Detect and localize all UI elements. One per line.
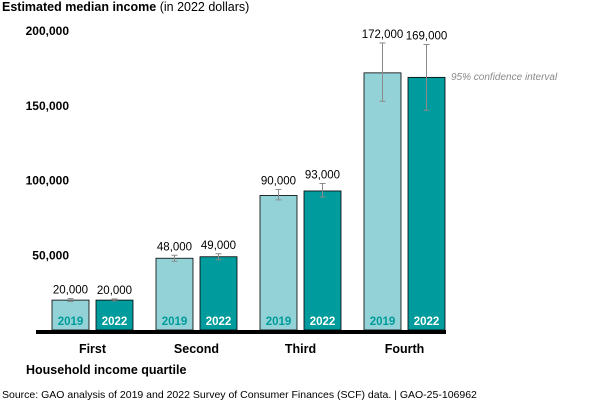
series-year-label: 2022 <box>310 316 336 328</box>
x-axis-label: Household income quartile <box>26 363 187 377</box>
error-bar <box>275 188 282 201</box>
y-tick-label: 100,000 <box>26 174 70 188</box>
x-axis-line <box>36 330 446 334</box>
bar-2019-fourth <box>363 72 402 331</box>
category-label: First <box>79 342 107 356</box>
series-year-label: 2019 <box>370 316 396 328</box>
value-label: 90,000 <box>261 175 296 187</box>
value-label: 20,000 <box>97 285 132 297</box>
value-label: 20,000 <box>53 285 88 297</box>
bar-2022-second <box>199 256 238 331</box>
value-label: 172,000 <box>362 29 404 41</box>
series-year-label: 2019 <box>266 316 292 328</box>
series-year-label: 2022 <box>414 316 440 328</box>
bar-2019-first <box>51 299 90 331</box>
chart-subtitle: (in 2022 dollars) <box>159 0 250 14</box>
bar-2019-second <box>155 257 194 331</box>
error-bar <box>379 42 386 102</box>
category-label: Third <box>285 342 316 356</box>
category-label: Fourth <box>385 342 425 356</box>
error-bars <box>67 42 430 303</box>
value-label: 93,000 <box>305 169 340 181</box>
chart-title-main: Estimated median income <box>2 0 157 14</box>
y-tick-label: 50,000 <box>32 248 69 262</box>
bar-2022-third <box>303 190 342 331</box>
value-label: 169,000 <box>406 30 448 42</box>
series-year-label: 2019 <box>58 316 84 328</box>
error-bar <box>67 298 74 303</box>
category-label: Second <box>174 342 219 356</box>
bar-2022-first <box>95 299 134 331</box>
confidence-interval-note: 95% confidence interval <box>451 72 558 83</box>
error-bar <box>423 43 430 111</box>
value-labels: 20,000 2019 48,000 2019 90,000 2019 172,000 201… <box>53 29 447 328</box>
series-year-label: 2022 <box>206 316 232 328</box>
error-bar <box>319 182 326 198</box>
series-year-label: 2022 <box>102 316 128 328</box>
chart-title: Estimated median income (in 2022 dollars… <box>2 0 249 14</box>
value-label: 49,000 <box>201 240 236 252</box>
bar-2022-fourth <box>407 76 446 331</box>
error-bar <box>215 253 222 261</box>
x-axis-categories: First Second Third Fourth <box>79 342 424 356</box>
y-tick-label: 200,000 <box>26 24 70 38</box>
y-tick-label: 150,000 <box>26 99 70 113</box>
bar-2019-third <box>259 195 298 331</box>
series-year-label: 2019 <box>162 316 188 328</box>
source-note: Source: GAO analysis of 2019 and 2022 Su… <box>2 389 477 401</box>
error-bar <box>111 298 118 302</box>
value-label: 48,000 <box>157 241 192 253</box>
error-bar <box>171 254 178 262</box>
